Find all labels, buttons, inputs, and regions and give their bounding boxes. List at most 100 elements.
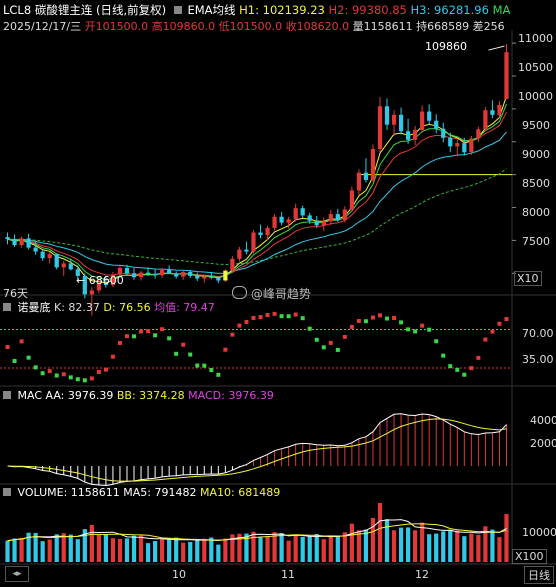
ema-h2-line [7, 111, 507, 278]
volume-bar [384, 519, 390, 562]
candle-body [89, 290, 94, 295]
kdj-dot [258, 315, 263, 320]
volume-bar [19, 537, 24, 562]
kdj-dot [448, 364, 453, 369]
volume-bar [82, 529, 87, 562]
ema-label[interactable]: EMA均线 [187, 3, 236, 17]
volume-ma10: MA10: 681489 [200, 486, 281, 499]
volume-bar [251, 531, 256, 562]
candle-body [82, 275, 87, 295]
candle-body [427, 111, 432, 121]
volume-bar [124, 538, 130, 562]
high-marker-label: 109860 [425, 40, 467, 53]
symbol-label: LCL8 [3, 3, 32, 17]
candle-body [349, 190, 354, 210]
kdj-dot [328, 340, 333, 345]
candle-body [209, 276, 214, 278]
volume-bar [504, 514, 509, 562]
kdj-dot [244, 319, 249, 324]
candle-body [47, 254, 52, 259]
kdj-dot [321, 345, 326, 350]
kdj-dot [167, 336, 172, 341]
period-button[interactable]: 日线 [524, 566, 554, 584]
candle-body [258, 232, 263, 236]
volume-bar [293, 534, 298, 562]
weibo-icon [232, 286, 247, 299]
panel-toggle-icon[interactable] [3, 488, 11, 496]
volume-total: 1158611 [70, 486, 120, 499]
volume-bar [279, 533, 284, 562]
volume-tick: 10000 [522, 526, 556, 539]
candle-body [363, 172, 369, 180]
candle-body [504, 52, 509, 100]
panel-toggle-icon[interactable] [3, 391, 11, 399]
candle-body [469, 138, 474, 153]
kdj-dot [160, 327, 165, 332]
volume-bar [209, 537, 214, 562]
watermark-label: @峰哥趋势 [250, 287, 311, 301]
kdj-dot [139, 329, 144, 334]
volume-value: 量1158611 [352, 20, 413, 33]
candle-body [124, 268, 130, 274]
watermark-text: @峰哥趋势 [232, 285, 311, 302]
kdj-dot [504, 317, 509, 322]
volume-bar [195, 539, 200, 562]
candle-body [307, 215, 312, 221]
candle-body [434, 120, 439, 129]
volume-bar [335, 536, 340, 562]
kdj-dot [251, 315, 256, 320]
candle-body [188, 271, 193, 276]
candle-body [413, 129, 418, 140]
candle-body [131, 273, 137, 278]
volume-bar [89, 524, 94, 562]
main-scale-badge[interactable]: X10 [514, 271, 542, 286]
candle-body [40, 251, 45, 259]
kdj-dot [209, 368, 214, 373]
candle-body [145, 272, 151, 274]
ema-h3-line [7, 131, 507, 274]
kdj-dot [363, 319, 368, 324]
candle-body [370, 149, 376, 180]
main-y-tick: 10000 [518, 90, 553, 103]
diff-value: 差256 [472, 20, 505, 33]
volume-bar [420, 522, 425, 562]
kdj-dot [153, 333, 158, 338]
volume-bar [244, 533, 249, 562]
kdj-dot [314, 337, 319, 342]
volume-bar [188, 541, 193, 562]
kdj-dot [117, 340, 122, 345]
volume-bar [314, 534, 319, 562]
kdj-dot [385, 316, 390, 321]
volume-bar [469, 533, 474, 562]
kdj-dot [216, 372, 221, 377]
candle-body [272, 216, 277, 228]
date-label: 2025/12/17/三 [3, 20, 82, 33]
kdj-dot [279, 314, 284, 319]
candle-body [96, 283, 101, 291]
kdj-dot [146, 329, 151, 334]
candle-body [356, 172, 362, 191]
volume-bar [216, 544, 221, 562]
candle-body [335, 214, 340, 221]
kdj-dot [462, 372, 467, 377]
candle-body [61, 263, 66, 268]
volume-ma5: MA5: 791482 [123, 486, 197, 499]
kdj-dot [96, 370, 101, 375]
candle-body [167, 269, 172, 274]
volume-bar [117, 539, 123, 562]
volume-bar [391, 530, 397, 562]
volume-scale-badge[interactable]: X100 [512, 549, 547, 564]
kdj-dot [406, 327, 411, 332]
scroll-handle-icon[interactable]: ◂▸ [5, 566, 29, 582]
kdj-dot [490, 329, 495, 334]
ema-toggle-icon[interactable] [173, 6, 182, 14]
kdj-dot [392, 316, 397, 321]
ema-long-line [7, 168, 507, 266]
kdj-dot [293, 312, 298, 317]
kdj-dot [195, 363, 200, 368]
kdj-dot [103, 367, 108, 372]
panel-toggle-icon[interactable] [3, 303, 11, 311]
candle-body [202, 276, 207, 279]
volume-bar [103, 534, 109, 562]
kdj-dot [483, 337, 488, 342]
